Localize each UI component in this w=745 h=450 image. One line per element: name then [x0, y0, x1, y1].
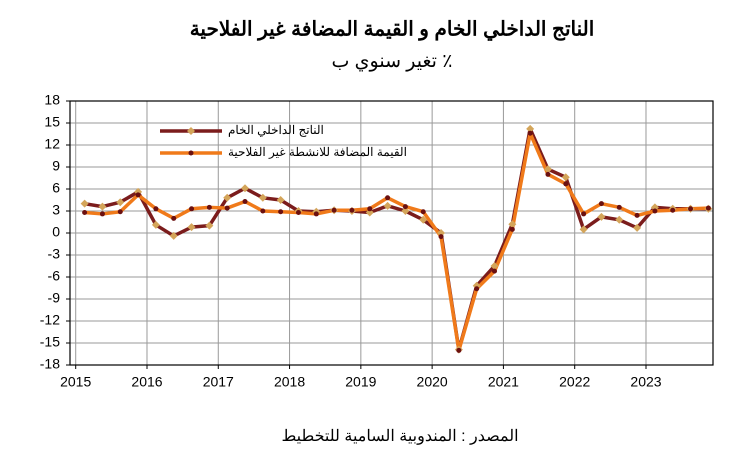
source-note: المصدر : المندوبية السامية للتخطيط — [281, 428, 518, 445]
y-tick-label: 9 — [52, 158, 60, 174]
x-tick-label: 2019 — [345, 374, 376, 390]
marker — [169, 231, 178, 240]
marker — [241, 184, 250, 193]
marker — [508, 220, 517, 229]
legend-label: القيمة المضافة للانشطة غير الفلاحية — [228, 145, 407, 159]
marker — [688, 206, 694, 212]
y-tick-label: 0 — [52, 224, 60, 240]
marker — [456, 347, 462, 353]
marker — [171, 215, 177, 221]
marker — [153, 206, 159, 212]
marker — [98, 202, 107, 211]
marker — [331, 207, 337, 213]
marker — [402, 204, 408, 210]
marker — [652, 208, 658, 214]
marker — [526, 124, 535, 133]
x-tick-label: 2020 — [417, 374, 448, 390]
marker — [260, 208, 266, 214]
marker — [420, 209, 426, 215]
marker — [527, 130, 533, 136]
marker — [545, 171, 551, 177]
marker — [563, 181, 569, 187]
x-tick-label: 2016 — [131, 374, 162, 390]
chart-title: الناتج الداخلي الخام و القيمة المضافة غي… — [190, 18, 595, 41]
y-tick-label: -12 — [40, 312, 60, 328]
x-tick-label: 2023 — [630, 374, 661, 390]
marker — [295, 209, 301, 215]
marker — [509, 226, 515, 232]
x-tick-label: 2022 — [559, 374, 590, 390]
marker — [543, 165, 552, 174]
marker — [82, 209, 88, 215]
marker — [598, 201, 604, 207]
marker — [670, 207, 676, 213]
marker — [490, 262, 499, 270]
marker — [116, 198, 125, 207]
marker — [634, 212, 640, 218]
marker — [258, 193, 267, 202]
marker — [616, 204, 622, 210]
marker — [419, 215, 428, 224]
marker — [438, 234, 444, 240]
marker — [633, 223, 642, 232]
x-tick-label: 2015 — [60, 374, 91, 390]
marker — [650, 203, 659, 212]
marker — [705, 205, 711, 211]
marker — [135, 192, 141, 198]
legend-label: الناتج الداخلي الخام — [228, 123, 324, 137]
legend-marker — [187, 127, 195, 135]
marker — [597, 212, 606, 221]
marker — [205, 221, 214, 230]
y-tick-label: 12 — [44, 136, 60, 152]
x-tick-label: 2017 — [203, 374, 234, 390]
marker — [189, 206, 195, 212]
marker — [615, 215, 624, 224]
marker — [581, 211, 587, 217]
x-tick-label: 2018 — [274, 374, 305, 390]
chart-subtitle: تغير سنوي ب ٪ — [332, 51, 453, 72]
marker — [385, 195, 391, 201]
y-tick-label: -15 — [40, 334, 60, 350]
y-tick-label: 3 — [52, 202, 60, 218]
y-tick-label: -3 — [48, 246, 61, 262]
marker — [276, 196, 285, 204]
y-tick-label: 15 — [44, 114, 60, 130]
legend-marker — [188, 150, 194, 156]
marker — [151, 220, 160, 229]
marker — [437, 229, 446, 237]
marker — [365, 208, 374, 217]
marker — [579, 225, 588, 234]
series-line — [84, 131, 709, 353]
marker — [117, 209, 123, 215]
marker — [349, 207, 355, 213]
y-tick-label: -18 — [40, 356, 60, 372]
marker — [80, 199, 89, 208]
marker — [223, 193, 232, 202]
marker — [224, 205, 230, 211]
marker — [561, 173, 570, 182]
y-tick-label: 18 — [44, 92, 60, 108]
marker — [367, 206, 373, 212]
y-tick-label: -6 — [48, 268, 61, 284]
plot-frame — [69, 100, 714, 366]
marker — [313, 211, 319, 217]
x-tick-label: 2021 — [488, 374, 519, 390]
marker — [242, 198, 248, 204]
y-tick-label: -9 — [48, 290, 61, 306]
marker — [474, 286, 480, 292]
marker — [206, 204, 212, 210]
marker — [492, 268, 498, 274]
y-tick-label: 6 — [52, 180, 60, 196]
marker — [383, 201, 392, 210]
marker — [401, 207, 410, 215]
marker — [99, 211, 105, 217]
marker — [187, 223, 196, 232]
marker — [278, 209, 284, 215]
